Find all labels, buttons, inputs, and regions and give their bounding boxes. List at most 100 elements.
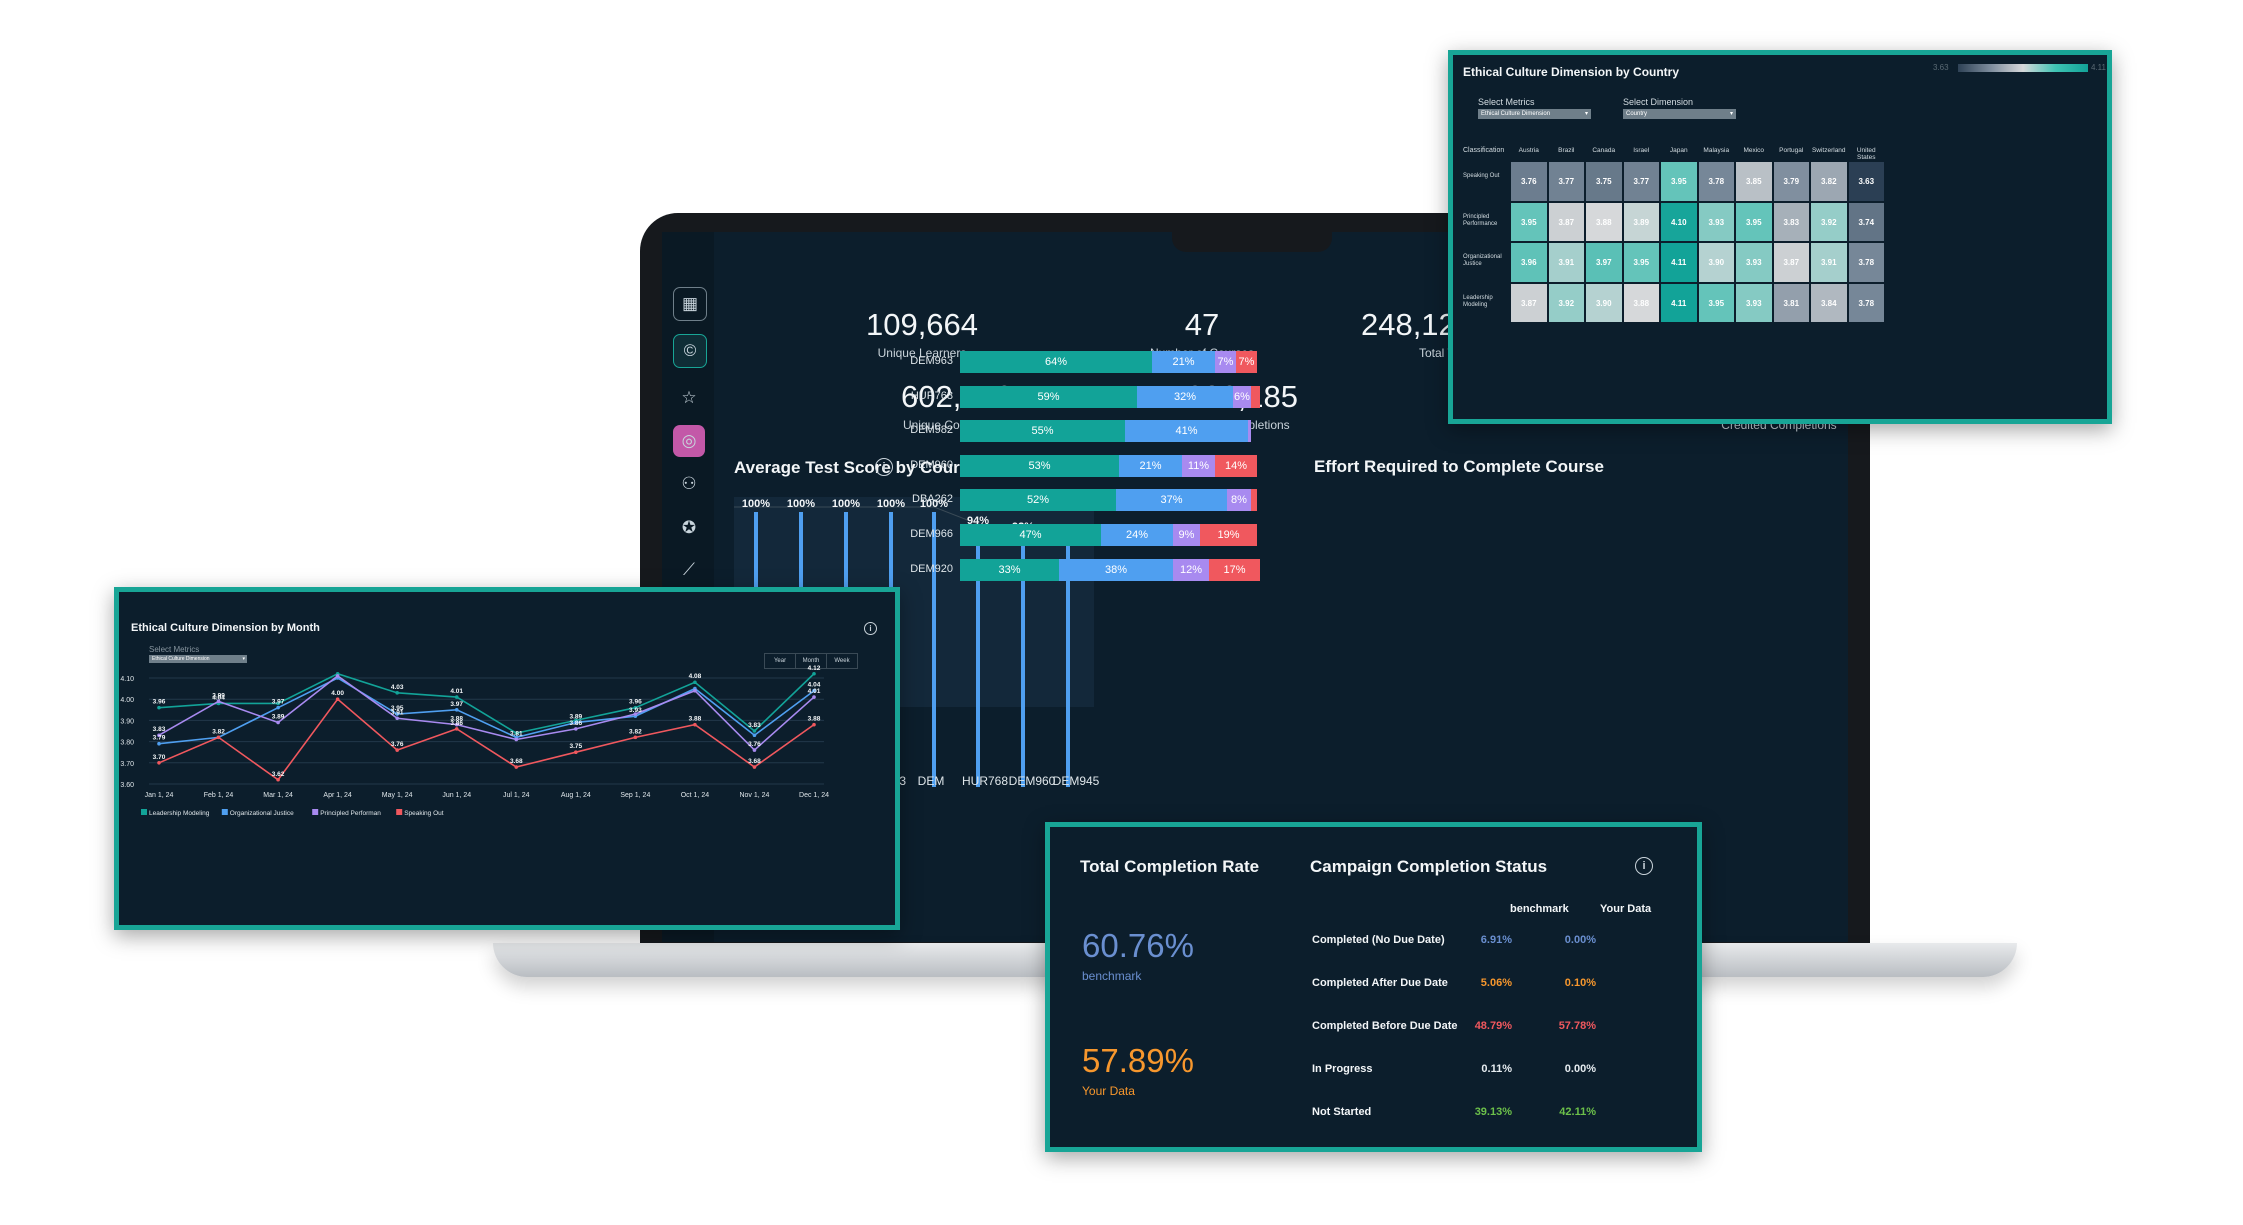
status-row-label: In Progress: [1312, 1063, 1373, 1075]
y-tick-label: 3.90: [120, 718, 134, 725]
data-point: [574, 750, 578, 754]
y-tick-label: 3.60: [120, 782, 134, 789]
bar-value-label: 100%: [877, 498, 905, 510]
point-label: 3.93: [629, 707, 642, 714]
data-point: [752, 765, 757, 769]
chevron-down-icon: ▾: [1584, 111, 1588, 117]
status-benchmark-value: 5.06%: [1480, 977, 1512, 989]
effort-segment: 6%: [1233, 385, 1251, 408]
heatmap-cell: 3.81: [1772, 282, 1810, 323]
y-tick-label: 4.00: [120, 697, 134, 704]
info-icon[interactable]: i: [1635, 857, 1653, 875]
effort-segment: 14%: [1215, 454, 1257, 477]
toggle-year[interactable]: Year: [765, 654, 796, 668]
data-point: [395, 691, 399, 695]
dimension-dropdown[interactable]: Country ▾: [1623, 109, 1736, 119]
heatmap-cell: 3.77: [1622, 161, 1660, 202]
kpi-unique-learners-label: Unique Learners: [877, 346, 967, 360]
data-point: [157, 761, 161, 765]
data-point: [633, 705, 638, 710]
star-icon[interactable]: ☆: [681, 388, 697, 407]
status-row-label: Not Started: [1312, 1106, 1372, 1118]
effort-segment: 11%: [1182, 454, 1215, 477]
x-tick-label: DEM945: [1053, 774, 1100, 787]
completion-card: Total Completion Rate Campaign Completio…: [1045, 822, 1702, 1152]
heatmap-cell: 3.63: [1847, 161, 1885, 202]
globe-icon[interactable]: ◎: [673, 425, 705, 457]
heatmap-cell: 3.88: [1622, 282, 1660, 323]
status-your-value: 57.78%: [1558, 1020, 1596, 1032]
point-label: 3.83: [748, 722, 761, 729]
status-benchmark-value: 6.91%: [1480, 934, 1512, 946]
data-point: [157, 733, 161, 738]
effort-segment: 37%: [1116, 489, 1227, 512]
point-label: 3.97: [272, 699, 285, 706]
data-point: [276, 701, 280, 706]
your-rate-label: Your Data: [1082, 1084, 1135, 1098]
heatmap-cell: 3.91: [1810, 242, 1848, 283]
data-point: [752, 733, 757, 738]
effort-segment: [1251, 385, 1260, 408]
effort-segment: 55%: [960, 420, 1125, 443]
x-tick-label: May 1, 24: [382, 792, 413, 799]
data-point: [812, 695, 816, 699]
effort-segment: 59%: [960, 385, 1137, 408]
toggle-month[interactable]: Month: [796, 654, 827, 668]
badge-icon[interactable]: ✪: [681, 518, 697, 537]
toggle-week[interactable]: Week: [834, 658, 850, 664]
point-label: 3.68: [510, 758, 523, 765]
select-metrics-label: Select Metrics: [1478, 97, 1535, 107]
metrics-dropdown[interactable]: Ethical Culture Dimension ▾: [1478, 109, 1591, 119]
effort-title: Effort Required to Complete Course: [1314, 457, 1604, 476]
grid-icon[interactable]: ▦: [673, 287, 707, 321]
effort-category-label: DEM982: [910, 424, 953, 437]
status-your-value: 0.10%: [1564, 977, 1596, 989]
heatmap-cell: 3.78: [1847, 242, 1885, 283]
point-label: 3.76: [391, 741, 404, 748]
data-point: [454, 695, 459, 699]
data-point: [276, 777, 280, 782]
data-point: [633, 712, 638, 716]
point-label: 4.01: [808, 688, 821, 695]
effort-bar-row: 55% 41%: [960, 420, 1260, 443]
data-point: [276, 720, 280, 725]
heatmap-cell: 3.74: [1847, 201, 1885, 242]
heatmap-cell: 3.93: [1735, 242, 1773, 283]
effort-bar-row: 64% 21% 7% 7%: [960, 351, 1260, 373]
point-label: 3.75: [569, 743, 582, 750]
effort-segment: 8%: [1227, 489, 1251, 512]
chart-icon[interactable]: ⟋: [683, 560, 695, 579]
chevron-down-icon: ▾: [1729, 111, 1733, 117]
people-icon[interactable]: ⚇: [681, 474, 697, 493]
status-benchmark-value: 0.11%: [1481, 1063, 1512, 1075]
classification-header: Classification: [1463, 147, 1505, 154]
status-row-label: Completed (No Due Date): [1312, 934, 1445, 946]
data-point: [812, 722, 816, 727]
logo-c-icon[interactable]: ©: [673, 334, 707, 368]
effort-segment: 19%: [1200, 524, 1257, 546]
heatmap-cell: 3.95: [1660, 161, 1698, 202]
x-tick-label: Nov 1, 24: [739, 792, 769, 799]
info-icon[interactable]: i: [875, 458, 893, 476]
info-icon[interactable]: i: [864, 622, 877, 635]
x-tick-label: Aug 1, 24: [561, 792, 591, 799]
metrics-dropdown[interactable]: Ethical Culture Dimension ▾: [149, 655, 247, 663]
effort-segment: 38%: [1059, 558, 1173, 581]
heatmap-column-label: Israel: [1633, 147, 1650, 154]
color-scale-bar: [1958, 64, 2088, 72]
data-point: [574, 727, 578, 731]
data-point: [454, 708, 459, 712]
heatmap-cell: 4.11: [1660, 282, 1698, 323]
point-label: 3.89: [569, 714, 582, 721]
scale-max: 4.11: [2091, 63, 2106, 72]
effort-segment: 17%: [1209, 558, 1260, 581]
data-point: [693, 722, 697, 727]
effort-bar-row: 53% 21% 11% 14%: [960, 454, 1260, 477]
metrics-dropdown-value: Ethical Culture Dimension: [1481, 111, 1551, 117]
your-data-column-header: Your Data: [1600, 903, 1652, 915]
heatmap-row-label: Principled Performance: [1463, 213, 1498, 227]
heatmap-column-label: Malaysia: [1703, 147, 1730, 154]
data-point: [693, 688, 697, 693]
data-point: [812, 688, 816, 693]
data-point: [216, 735, 221, 740]
